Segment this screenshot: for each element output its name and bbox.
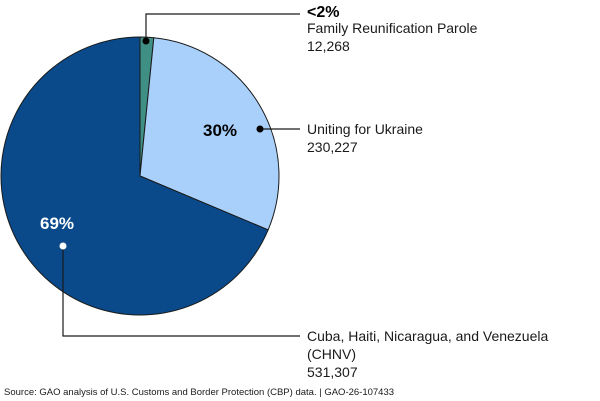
leader-line-chnv bbox=[62, 246, 300, 337]
percent-label-chnv: 69% bbox=[40, 214, 74, 233]
pie-chart: <2% 30% 69% Family Reunification Parole … bbox=[0, 4, 548, 380]
slice-name-chnv-line1: Cuba, Haiti, Nicaragua, and Venezuela bbox=[307, 328, 548, 344]
slice-name-family-reunification: Family Reunification Parole bbox=[307, 20, 478, 36]
slice-value-chnv: 531,307 bbox=[307, 364, 358, 380]
pie-slice-chnv bbox=[0, 36, 269, 316]
percent-label-ukraine: 30% bbox=[203, 121, 237, 140]
slice-name-chnv-line2: (CHNV) bbox=[307, 346, 356, 362]
leader-dot-family-reunification bbox=[142, 37, 150, 45]
leader-lines bbox=[62, 13, 300, 337]
pie-slice-ukraine bbox=[139, 37, 280, 231]
slice-value-family-reunification: 12,268 bbox=[307, 38, 350, 54]
pie-slices bbox=[0, 36, 280, 316]
slice-value-ukraine: 230,227 bbox=[307, 139, 358, 155]
source-note: Source: GAO analysis of U.S. Customs and… bbox=[4, 387, 395, 398]
leader-dot-ukraine bbox=[256, 125, 264, 133]
slice-name-ukraine: Uniting for Ukraine bbox=[307, 121, 423, 137]
leader-line-family-reunification bbox=[145, 13, 300, 41]
percent-label-family-reunification: <2% bbox=[307, 4, 339, 21]
leader-dot-chnv bbox=[59, 242, 67, 250]
